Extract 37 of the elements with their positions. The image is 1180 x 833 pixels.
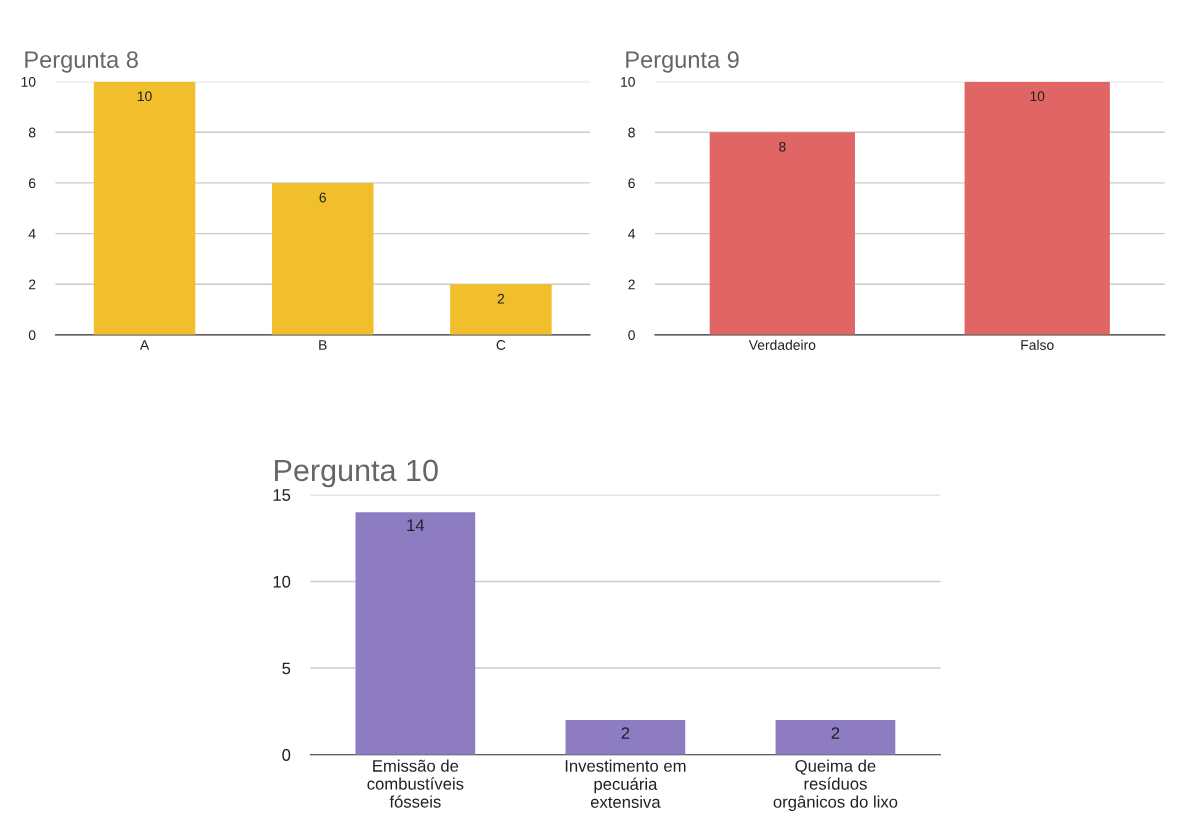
x-tick-label: Queima de resíduos orgânicos do lixo: [773, 759, 898, 812]
y-tick-label: 2: [28, 279, 36, 290]
y-tick-label: 0: [282, 749, 291, 761]
chart-title: Pergunta 8: [25, 51, 138, 73]
data-label: 6: [319, 192, 326, 203]
bar: [93, 81, 196, 335]
x-tick-label: Verdadeiro: [748, 339, 816, 350]
x-tick-label: A: [139, 340, 150, 350]
y-tick-label: 4: [628, 229, 636, 239]
y-tick-label: 6: [29, 178, 36, 189]
y-tick-label: 10: [273, 575, 291, 588]
y-tick-label: 0: [628, 330, 635, 341]
bar: [271, 182, 374, 335]
y-tick-label: 10: [21, 76, 36, 87]
chart-title: Pergunta 9: [626, 51, 739, 73]
data-label: 8: [779, 141, 786, 152]
chart-title: Pergunta 10: [275, 459, 438, 488]
data-label: 10: [1030, 91, 1045, 102]
data-label: 2: [831, 727, 840, 739]
x-tick-label: Emissão de combustíveis fósseis: [367, 759, 464, 808]
y-tick-label: 0: [28, 330, 36, 341]
data-label: 2: [497, 293, 505, 304]
data-label: 10: [137, 91, 152, 102]
y-tick-label: 8: [628, 127, 635, 138]
x-tick-label: B: [319, 340, 327, 350]
bar: [450, 284, 552, 335]
data-label: 14: [407, 519, 425, 531]
y-tick-label: 10: [621, 76, 635, 87]
y-tick-label: 15: [273, 489, 291, 502]
y-tick-label: 5: [282, 662, 291, 675]
y-tick-label: 4: [28, 229, 36, 239]
x-tick-label: C: [496, 340, 506, 350]
x-tick-label: Falso: [1021, 339, 1054, 350]
y-tick-label: 2: [628, 279, 635, 290]
y-tick-label: 8: [28, 127, 36, 138]
y-tick-label: 6: [628, 178, 635, 189]
x-tick-label: Investimento em pecuária extensiva: [565, 759, 686, 808]
